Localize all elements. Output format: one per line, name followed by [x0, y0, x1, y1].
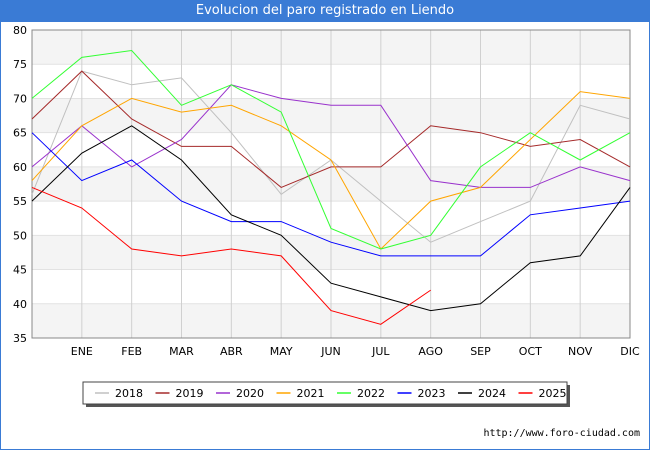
source-credit: http://www.foro-ciudad.com [483, 428, 640, 439]
legend-label-2023: 2023 [418, 387, 446, 400]
x-tick-label: SEP [470, 345, 491, 358]
x-tick-label: AGO [418, 345, 443, 358]
series-line-2023 [31, 132, 631, 257]
x-tick-label: ABR [220, 345, 243, 358]
legend-label-2022: 2022 [357, 387, 385, 400]
legend-label-2021: 2021 [297, 387, 325, 400]
legend-label-2024: 2024 [478, 387, 506, 400]
series-line-2025 [31, 186, 431, 325]
y-tick-label: 45 [13, 264, 27, 277]
y-tick-label: 75 [13, 58, 27, 71]
y-tick-label: 55 [13, 195, 27, 208]
y-tick-label: 80 [13, 24, 27, 37]
series-line-2020 [31, 84, 631, 188]
x-tick-label: JUN [320, 345, 341, 358]
series-line-2019 [31, 70, 631, 188]
x-tick-label: MAR [169, 345, 194, 358]
y-tick-label: 65 [13, 127, 27, 140]
series-line-2024 [31, 125, 631, 312]
legend-label-2019: 2019 [176, 387, 204, 400]
x-tick-label: OCT [519, 345, 542, 358]
series-line-2021 [31, 91, 631, 250]
x-tick-label: NOV [568, 345, 593, 358]
legend-label-2018: 2018 [115, 387, 143, 400]
x-tick-label: MAY [270, 345, 293, 358]
x-tick-label: DIC [620, 345, 640, 358]
y-tick-label: 40 [13, 298, 27, 311]
y-tick-label: 50 [13, 229, 27, 242]
x-tick-label: JUL [371, 345, 390, 358]
series-line-2022 [31, 49, 631, 250]
y-tick-label: 70 [13, 92, 27, 105]
y-tick-label: 35 [13, 332, 27, 345]
legend-label-2025: 2025 [539, 387, 567, 400]
x-tick-label: ENE [71, 345, 93, 358]
legend-box [82, 381, 568, 405]
y-tick-label: 60 [13, 161, 27, 174]
legend-label-2020: 2020 [236, 387, 264, 400]
plot-border [31, 29, 631, 339]
chart-title: Evolucion del paro registrado en Liendo [0, 0, 650, 22]
x-tick-label: FEB [121, 345, 142, 358]
